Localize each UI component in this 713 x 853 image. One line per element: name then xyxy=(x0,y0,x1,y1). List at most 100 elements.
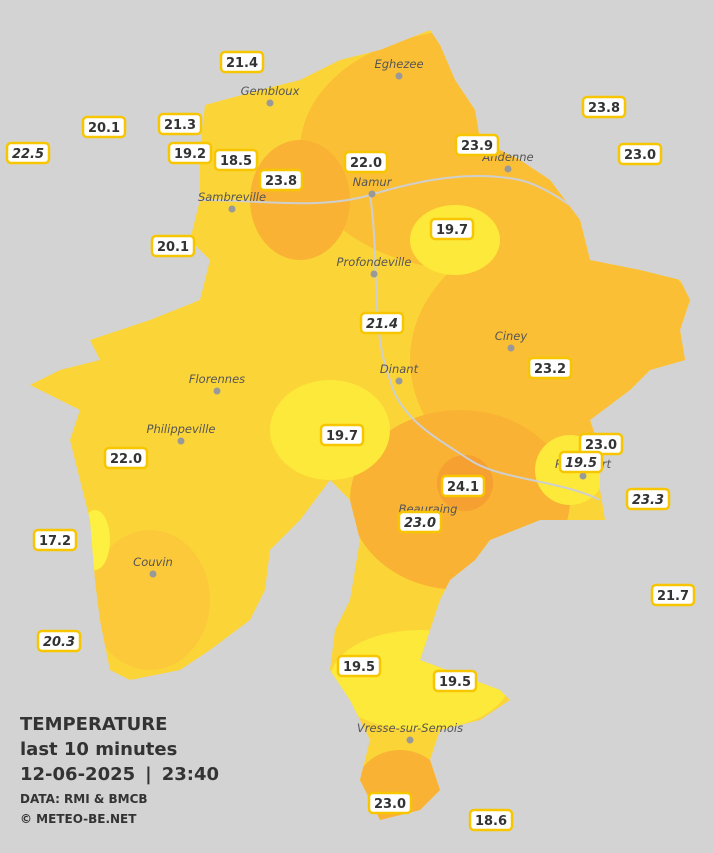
station: 23.0 xyxy=(617,142,663,166)
station: 23.8 xyxy=(258,168,304,192)
station-value: 23.0 xyxy=(374,797,406,812)
town-label: Gembloux xyxy=(241,84,300,98)
station-box xyxy=(454,133,500,157)
stations: 21.4 20.1 21.3 19.2 18.5 22.5 23.8 22.0 23.9 23.8… xyxy=(5,50,696,832)
station-value: 23.0 xyxy=(624,148,656,163)
station-box xyxy=(625,487,671,511)
legend-time: 23:40 xyxy=(162,764,219,785)
station-box xyxy=(397,510,443,534)
station: 22.5 xyxy=(5,141,51,165)
station-box xyxy=(336,654,382,678)
station: 17.2 xyxy=(32,528,78,552)
station-value: 24.1 xyxy=(447,480,479,495)
town-dot xyxy=(228,205,236,213)
legend-source: DATA: RMI & BMCB xyxy=(20,792,148,806)
station-value: 23.0 xyxy=(404,516,436,531)
town-dot xyxy=(213,387,221,395)
town-dot xyxy=(177,437,185,445)
town-dot xyxy=(266,99,274,107)
station-value: 19.5 xyxy=(343,660,375,675)
station: 21.4 xyxy=(359,311,405,335)
station: 22.0 xyxy=(343,150,389,174)
station-box xyxy=(432,669,478,693)
station: 19.5 xyxy=(336,654,382,678)
station-box xyxy=(150,234,196,258)
station-box xyxy=(343,150,389,174)
town-dot xyxy=(406,736,414,744)
station: 19.7 xyxy=(429,217,475,241)
town-dot xyxy=(368,190,376,198)
station-value: 19.2 xyxy=(174,147,206,162)
station: 20.3 xyxy=(36,629,82,653)
station: 19.5 xyxy=(432,669,478,693)
legend-title: TEMPERATURE xyxy=(20,714,167,735)
station: 19.7 xyxy=(319,423,365,447)
station: 23.0 xyxy=(397,510,443,534)
station-value: 23.0 xyxy=(585,438,617,453)
station-box xyxy=(468,808,514,832)
town-label: Ciney xyxy=(495,329,528,343)
station: 23.8 xyxy=(581,95,627,119)
station: 21.3 xyxy=(157,112,203,136)
station-box xyxy=(157,112,203,136)
station-box xyxy=(440,474,486,498)
station-value: 22.5 xyxy=(12,147,44,162)
town-label: Profondeville xyxy=(337,255,412,269)
station-value: 17.2 xyxy=(39,534,71,549)
legend-credit: © METEO-BE.NET xyxy=(20,812,137,826)
station-box xyxy=(527,356,573,380)
town-label: Couvin xyxy=(133,555,173,569)
legend-subtitle: last 10 minutes xyxy=(20,739,177,760)
town-label: Vresse-sur-Semois xyxy=(357,721,463,735)
station-value: 22.0 xyxy=(350,156,382,171)
station-value: 20.1 xyxy=(157,240,189,255)
station-box xyxy=(5,141,51,165)
station-box xyxy=(581,95,627,119)
station: 18.5 xyxy=(213,148,259,172)
station: 23.3 xyxy=(625,487,671,511)
station: 21.4 xyxy=(219,50,265,74)
town-label: Namur xyxy=(353,175,393,189)
station-value: 21.4 xyxy=(226,56,258,71)
town-label: Sambreville xyxy=(198,190,266,204)
station-value: 19.7 xyxy=(326,429,358,444)
town-label: Eghezee xyxy=(374,57,423,71)
legend-datetime: 12-06-2025 | 23:40 xyxy=(20,764,219,785)
station-value: 23.9 xyxy=(461,139,493,154)
station-value: 18.5 xyxy=(220,154,252,169)
station-box xyxy=(359,311,405,335)
station-value: 20.3 xyxy=(43,635,75,650)
station-value: 19.5 xyxy=(439,675,471,690)
station-box xyxy=(617,142,663,166)
station: 23.9 xyxy=(454,133,500,157)
station-box xyxy=(103,446,149,470)
town-dot xyxy=(395,377,403,385)
station: 24.1 xyxy=(440,474,486,498)
town-dot xyxy=(507,344,515,352)
station: 19.5 xyxy=(558,450,604,474)
station-box xyxy=(167,141,213,165)
station-box xyxy=(429,217,475,241)
station-value: 19.5 xyxy=(565,456,597,471)
station-box xyxy=(81,115,127,139)
town-dot xyxy=(395,72,403,80)
town-dot xyxy=(149,570,157,578)
legend-separator: | xyxy=(145,764,152,785)
station-box xyxy=(367,791,413,815)
station-value: 19.7 xyxy=(436,223,468,238)
legend-date: 12-06-2025 xyxy=(20,764,135,785)
station-value: 23.3 xyxy=(632,493,664,508)
station-value: 23.8 xyxy=(265,174,297,189)
station-value: 18.6 xyxy=(475,814,507,829)
station-value: 22.0 xyxy=(110,452,142,467)
station-box xyxy=(558,450,604,474)
station-box xyxy=(32,528,78,552)
town-label: Philippeville xyxy=(147,422,216,436)
station: 23.2 xyxy=(527,356,573,380)
town-dot xyxy=(504,165,512,173)
station-box xyxy=(36,629,82,653)
station: 18.6 xyxy=(468,808,514,832)
town-dot xyxy=(579,472,587,480)
